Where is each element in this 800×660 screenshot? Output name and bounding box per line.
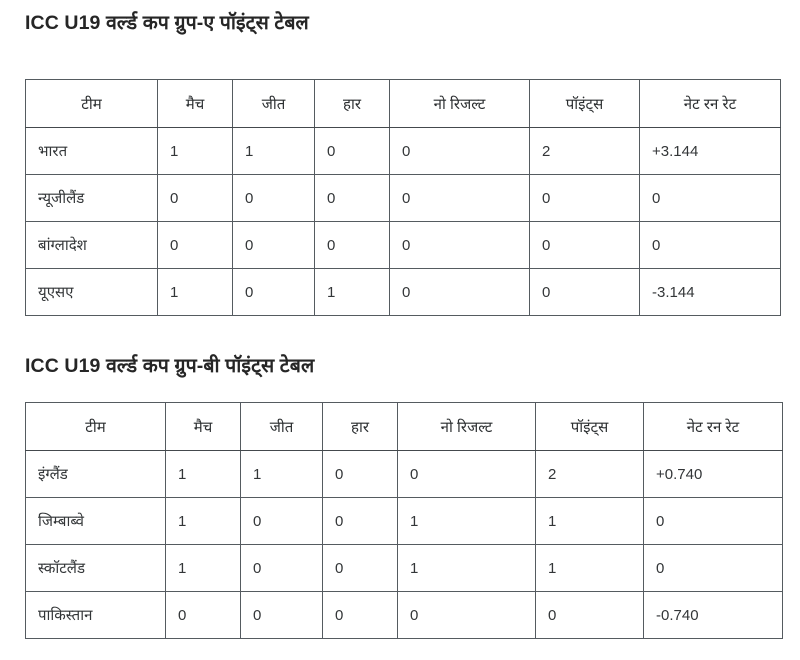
column-header-points: पॉइंट्स <box>535 402 644 451</box>
cell-no-result: 0 <box>397 450 536 498</box>
table-row: स्कॉटलैंड 1 0 0 1 1 0 <box>25 544 783 592</box>
cell-team: यूएसए <box>25 268 158 316</box>
table-header-row: टीम मैच जीत हार नो रिजल्ट पॉइंट्स नेट रन… <box>25 79 781 128</box>
cell-points: 0 <box>535 591 644 639</box>
points-table-group-a: टीम मैच जीत हार नो रिजल्ट पॉइंट्स नेट रन… <box>25 79 781 316</box>
cell-lost: 0 <box>322 591 398 639</box>
cell-lost: 0 <box>314 127 390 175</box>
cell-won: 0 <box>240 544 323 592</box>
cell-net-run-rate: -3.144 <box>639 268 781 316</box>
cell-team: भारत <box>25 127 158 175</box>
column-header-lost: हार <box>314 79 390 128</box>
column-header-net-run-rate: नेट रन रेट <box>639 79 781 128</box>
column-header-no-result: नो रिजल्ट <box>397 402 536 451</box>
cell-no-result: 1 <box>397 544 536 592</box>
cell-net-run-rate: +3.144 <box>639 127 781 175</box>
table-row: बांग्लादेश 0 0 0 0 0 0 <box>25 221 781 269</box>
column-header-team: टीम <box>25 402 166 451</box>
cell-team: इंग्लैंड <box>25 450 166 498</box>
cell-matches: 0 <box>157 221 233 269</box>
table-row: पाकिस्तान 0 0 0 0 0 -0.740 <box>25 591 783 639</box>
cell-net-run-rate: -0.740 <box>643 591 783 639</box>
table-row: इंग्लैंड 1 1 0 0 2 +0.740 <box>25 450 783 498</box>
cell-net-run-rate: +0.740 <box>643 450 783 498</box>
cell-team: जिम्बाब्वे <box>25 497 166 545</box>
column-header-points: पॉइंट्स <box>529 79 640 128</box>
cell-no-result: 1 <box>397 497 536 545</box>
table-row: जिम्बाब्वे 1 0 0 1 1 0 <box>25 497 783 545</box>
table-row: यूएसए 1 0 1 0 0 -3.144 <box>25 268 781 316</box>
points-table-group-b: टीम मैच जीत हार नो रिजल्ट पॉइंट्स नेट रन… <box>25 402 783 639</box>
column-header-matches: मैच <box>165 402 241 451</box>
cell-net-run-rate: 0 <box>639 174 781 222</box>
cell-points: 0 <box>529 174 640 222</box>
column-header-lost: हार <box>322 402 398 451</box>
cell-lost: 0 <box>314 221 390 269</box>
column-header-no-result: नो रिजल्ट <box>389 79 530 128</box>
column-header-matches: मैच <box>157 79 233 128</box>
cell-net-run-rate: 0 <box>639 221 781 269</box>
column-header-won: जीत <box>240 402 323 451</box>
cell-no-result: 0 <box>389 268 530 316</box>
cell-won: 1 <box>232 127 315 175</box>
cell-won: 0 <box>232 174 315 222</box>
cell-won: 0 <box>232 268 315 316</box>
cell-matches: 1 <box>157 127 233 175</box>
cell-no-result: 0 <box>389 127 530 175</box>
cell-lost: 0 <box>322 544 398 592</box>
cell-points: 2 <box>529 127 640 175</box>
page-title-group-b: ICC U19 वर्ल्ड कप ग्रुप-बी पॉइंट्स टेबल <box>25 355 315 377</box>
cell-team: न्यूजीलैंड <box>25 174 158 222</box>
cell-net-run-rate: 0 <box>643 497 783 545</box>
cell-team: स्कॉटलैंड <box>25 544 166 592</box>
cell-won: 0 <box>232 221 315 269</box>
table-row: भारत 1 1 0 0 2 +3.144 <box>25 127 781 175</box>
cell-no-result: 0 <box>389 221 530 269</box>
cell-points: 0 <box>529 268 640 316</box>
cell-net-run-rate: 0 <box>643 544 783 592</box>
cell-matches: 1 <box>157 268 233 316</box>
page-title-group-a: ICC U19 वर्ल्ड कप ग्रुप-ए पॉइंट्स टेबल <box>25 12 309 34</box>
cell-team: पाकिस्तान <box>25 591 166 639</box>
cell-lost: 1 <box>314 268 390 316</box>
column-header-team: टीम <box>25 79 158 128</box>
cell-no-result: 0 <box>389 174 530 222</box>
column-header-net-run-rate: नेट रन रेट <box>643 402 783 451</box>
cell-points: 1 <box>535 497 644 545</box>
cell-team: बांग्लादेश <box>25 221 158 269</box>
table-header-row: टीम मैच जीत हार नो रिजल्ट पॉइंट्स नेट रन… <box>25 402 783 451</box>
column-header-won: जीत <box>232 79 315 128</box>
cell-won: 0 <box>240 497 323 545</box>
cell-matches: 1 <box>165 450 241 498</box>
cell-no-result: 0 <box>397 591 536 639</box>
table-row: न्यूजीलैंड 0 0 0 0 0 0 <box>25 174 781 222</box>
cell-won: 0 <box>240 591 323 639</box>
cell-lost: 0 <box>322 450 398 498</box>
cell-won: 1 <box>240 450 323 498</box>
cell-lost: 0 <box>314 174 390 222</box>
cell-points: 0 <box>529 221 640 269</box>
cell-points: 1 <box>535 544 644 592</box>
cell-points: 2 <box>535 450 644 498</box>
cell-matches: 1 <box>165 544 241 592</box>
cell-matches: 1 <box>165 497 241 545</box>
cell-lost: 0 <box>322 497 398 545</box>
cell-matches: 0 <box>157 174 233 222</box>
cell-matches: 0 <box>165 591 241 639</box>
